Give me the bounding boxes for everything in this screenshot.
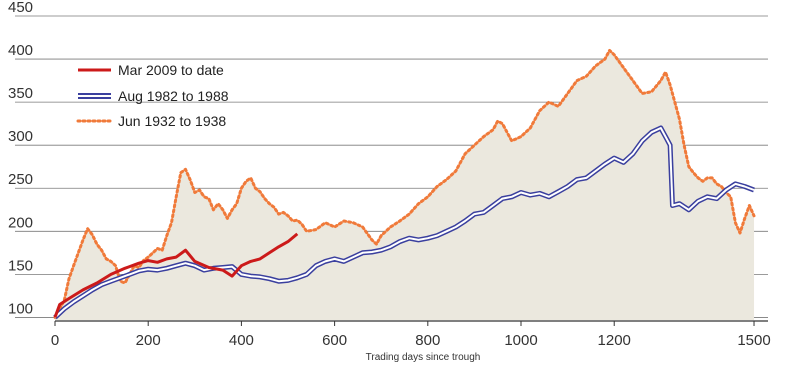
y-tick-label-300: 300 [8,128,33,145]
x-tick-label-1200: 1200 [598,332,631,349]
legend-label-0: Mar 2009 to date [118,62,224,78]
y-tick-label-150: 150 [8,257,33,274]
x-tick-label-0: 0 [51,332,59,349]
x-tick-label-800: 800 [415,332,440,349]
y-tick-label-350: 350 [8,85,33,102]
x-tick-label-1500: 1500 [737,332,770,349]
y-tick-label-100: 100 [8,300,33,317]
legend-label-1: Aug 1982 to 1988 [118,88,229,104]
y-tick-label-200: 200 [8,214,33,231]
x-tick-label-600: 600 [322,332,347,349]
x-tick-label-1000: 1000 [504,332,537,349]
y-tick-label-450: 450 [8,0,33,16]
x-tick-label-400: 400 [229,332,254,349]
area-fill-jun-1932 [55,50,755,320]
y-tick-label-400: 400 [8,42,33,59]
x-axis-label: Trading days since trough [366,352,481,363]
legend-label-2: Jun 1932 to 1938 [118,113,226,129]
series-line-aug-1982-inner [54,127,755,319]
series-line-mar-2009 [53,232,299,318]
series-line-jun-1932 [53,48,756,319]
y-tick-label-250: 250 [8,171,33,188]
x-tick-label-200: 200 [136,332,161,349]
